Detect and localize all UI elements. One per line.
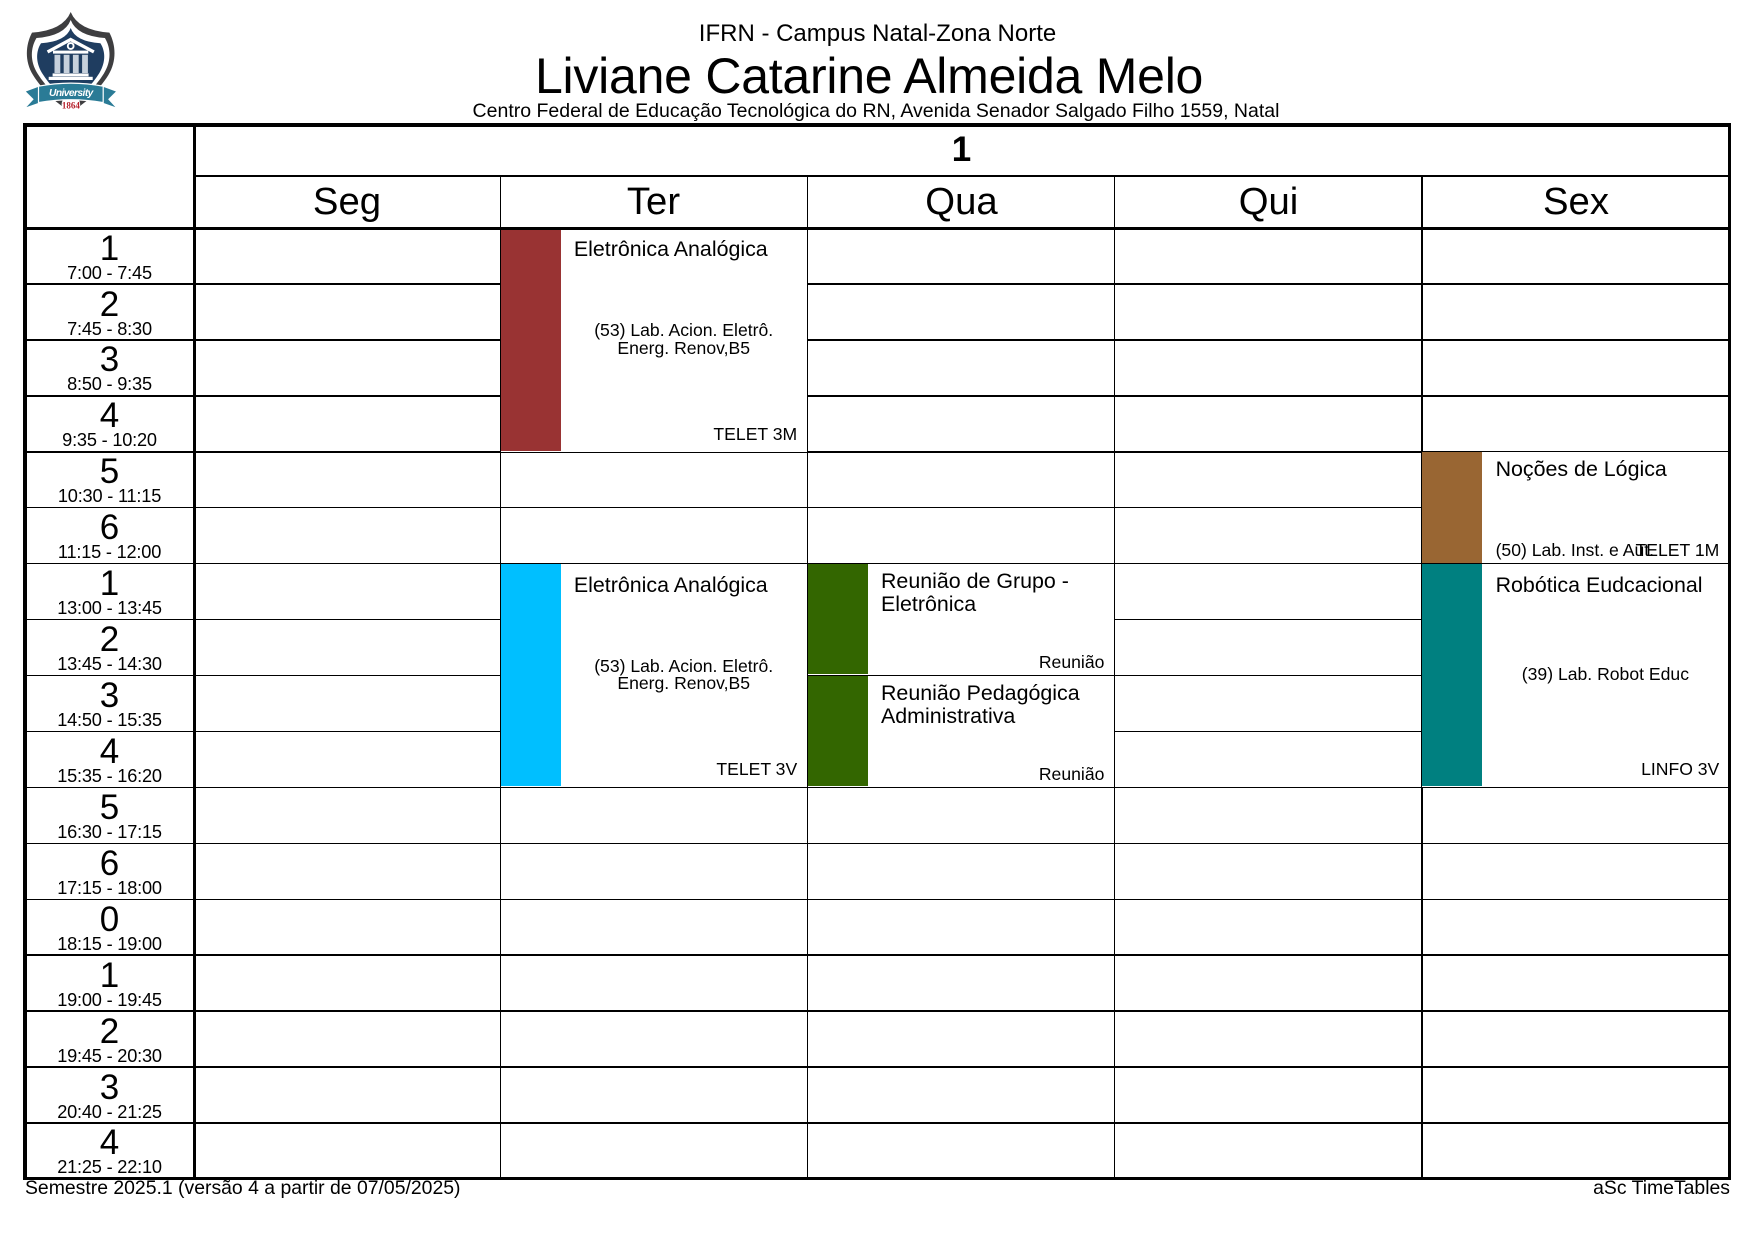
svg-text:University: University (49, 88, 95, 99)
svg-text:1864: 1864 (62, 101, 81, 111)
